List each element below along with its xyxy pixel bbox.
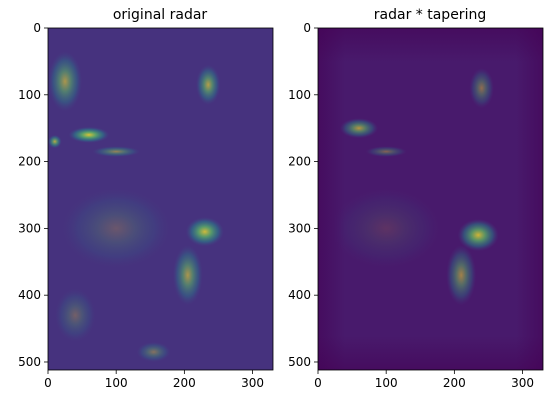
y-tick-label: 400 (288, 288, 311, 302)
heatmap-cell (61, 188, 171, 269)
plot-frame (317, 27, 544, 371)
y-tick-label: 300 (288, 221, 311, 235)
heatmap-cell (185, 217, 224, 247)
x-tick-label: 0 (44, 376, 52, 390)
panel-original-radar: original radar 0 100 200 300 0 100 200 300 400 50… (18, 7, 274, 390)
x-tick-label: 200 (173, 376, 196, 390)
heatmap-cell (48, 51, 83, 112)
x-tick-label: 0 (314, 376, 322, 390)
heatmap-cells (48, 51, 224, 362)
heatmap-cell (136, 341, 171, 362)
y-tick-label: 200 (288, 155, 311, 169)
plot-frame (47, 27, 274, 371)
y-tick-label: 0 (33, 21, 41, 35)
axis-ticks: 0 100 200 300 0 100 200 300 400 500 (18, 21, 264, 390)
y-tick-label: 500 (288, 355, 311, 369)
y-tick-label: 300 (18, 221, 41, 235)
x-tick-label: 300 (511, 376, 534, 390)
x-tick-label: 200 (443, 376, 466, 390)
y-tick-label: 200 (18, 155, 41, 169)
heatmap-cell (54, 288, 96, 342)
y-tick-label: 0 (303, 21, 311, 35)
heatmap-cell (68, 126, 110, 143)
y-tick-label: 500 (18, 355, 41, 369)
heatmap-cell (48, 134, 62, 149)
heatmap-cell (195, 64, 221, 105)
x-tick-label: 100 (105, 376, 128, 390)
panel-title: radar * tapering (374, 7, 486, 23)
heatmap-cell (92, 146, 141, 157)
heatmap-cell (172, 245, 203, 306)
y-tick-label: 400 (18, 288, 41, 302)
panel-radar-tapering: radar * tapering 0 100 200 300 0 100 200 300 400… (288, 7, 544, 390)
x-tick-label: 300 (241, 376, 264, 390)
y-tick-label: 100 (18, 88, 41, 102)
axis-ticks: 0 100 200 300 0 100 200 300 400 500 (288, 21, 534, 390)
panel-title: original radar (113, 7, 208, 23)
taper-fade-y (318, 28, 543, 370)
y-tick-label: 100 (288, 88, 311, 102)
x-tick-label: 100 (375, 376, 398, 390)
